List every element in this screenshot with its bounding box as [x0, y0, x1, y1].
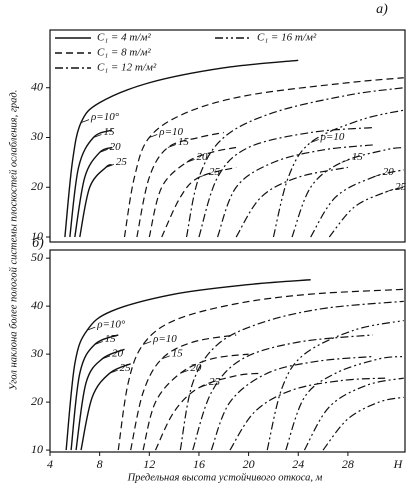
plot-frame — [49, 29, 406, 243]
curve-label: 15 — [103, 126, 115, 138]
curve — [235, 166, 349, 238]
curve-label: ρ=10 — [320, 131, 345, 143]
label-leader — [99, 149, 108, 153]
curve — [136, 131, 224, 238]
label-leader — [80, 119, 90, 123]
label-leader — [372, 173, 381, 178]
label-leader — [310, 139, 319, 143]
curve — [74, 146, 113, 238]
curve — [75, 348, 125, 451]
curve — [69, 129, 113, 238]
label-leader — [198, 384, 208, 389]
label-leader — [198, 173, 208, 178]
label-leader — [149, 134, 158, 138]
curve — [142, 353, 249, 451]
y-tick-label: 40 — [31, 298, 43, 312]
label-leader — [94, 341, 103, 345]
label-leader — [87, 326, 96, 331]
x-tick-label: 16 — [193, 457, 205, 471]
curve — [70, 334, 119, 451]
y-tick-label: 20 — [31, 394, 43, 408]
curve — [229, 377, 386, 451]
panel-label: а) — [376, 2, 388, 17]
panel-label: б) — [32, 236, 44, 251]
x-tick-label: 24 — [292, 457, 304, 471]
curve — [161, 166, 237, 238]
curve-label: 25 — [209, 166, 221, 178]
curve-label: 25 — [209, 376, 221, 388]
curve-label: ρ=10 — [158, 126, 183, 138]
curve — [148, 146, 237, 238]
curve-label: 25 — [395, 181, 407, 193]
y-tick-label: 50 — [31, 250, 43, 264]
curve-label: 20 — [190, 362, 202, 374]
label-leader — [384, 188, 394, 193]
curve-label: ρ=10° — [90, 111, 120, 123]
label-leader — [93, 134, 102, 138]
curve — [80, 363, 131, 451]
y-tick-label: 20 — [31, 179, 43, 193]
curve-label: 20 — [383, 166, 395, 178]
curve — [291, 146, 404, 238]
curve-label: 20 — [112, 347, 124, 359]
curve — [65, 279, 311, 451]
label-leader — [186, 159, 195, 163]
x-tick-label: 8 — [97, 457, 103, 471]
label-leader — [180, 369, 189, 374]
curve-label: 20 — [110, 141, 122, 153]
curve-label: 15 — [172, 347, 184, 359]
x-axis-symbol: Н — [393, 457, 404, 471]
legend-label: C₁ = 8 т/м² — [97, 47, 151, 59]
legend-label: C₁ = 4 т/м² — [97, 32, 151, 44]
label-leader — [142, 341, 152, 345]
curve — [310, 169, 404, 238]
y-tick-label: 30 — [30, 346, 43, 360]
x-axis-label: Предельная высота устойчивого откоса, м — [127, 472, 323, 483]
curve-label: 15 — [105, 333, 117, 345]
curve — [179, 300, 404, 451]
label-leader — [167, 144, 177, 148]
plot-frame — [49, 249, 406, 453]
curve — [210, 355, 373, 451]
legend-label: C₁ = 12 т/м² — [97, 62, 157, 74]
label-leader — [341, 159, 350, 163]
label-leader — [101, 355, 111, 360]
curve-label: 25 — [116, 156, 128, 168]
curve-label: ρ=10 — [152, 333, 177, 345]
curve-label: 20 — [197, 151, 209, 163]
curve — [322, 396, 404, 451]
curve — [192, 334, 373, 451]
curve — [303, 377, 404, 451]
curve — [328, 186, 404, 238]
curve — [185, 87, 404, 238]
curve — [285, 355, 404, 451]
label-leader — [105, 163, 114, 168]
curve — [79, 164, 113, 238]
label-leader — [109, 369, 118, 374]
curve — [117, 288, 404, 451]
curve-label: ρ=10° — [96, 319, 126, 331]
y-tick-label: 10 — [31, 442, 43, 456]
x-tick-label: 4 — [47, 457, 53, 471]
curve — [130, 334, 237, 451]
curve — [217, 144, 373, 238]
curve-label: 25 — [120, 362, 131, 374]
curve-label: 15 — [178, 136, 190, 148]
curve — [64, 59, 299, 238]
y-tick-label: 10 — [31, 229, 43, 243]
legend-label: C₁ = 16 т/м² — [257, 32, 317, 44]
x-tick-label: 12 — [143, 457, 155, 471]
curve — [123, 77, 404, 238]
curve — [266, 319, 404, 451]
x-tick-label: 20 — [243, 457, 255, 471]
curve-label: 15 — [352, 151, 364, 163]
y-axis-label: Угол наклона более пологой системы плоск… — [8, 90, 19, 391]
y-tick-label: 30 — [30, 129, 43, 143]
x-tick-label: 28 — [342, 457, 354, 471]
y-tick-label: 40 — [31, 79, 43, 93]
curve — [272, 109, 404, 238]
label-leader — [161, 355, 170, 360]
